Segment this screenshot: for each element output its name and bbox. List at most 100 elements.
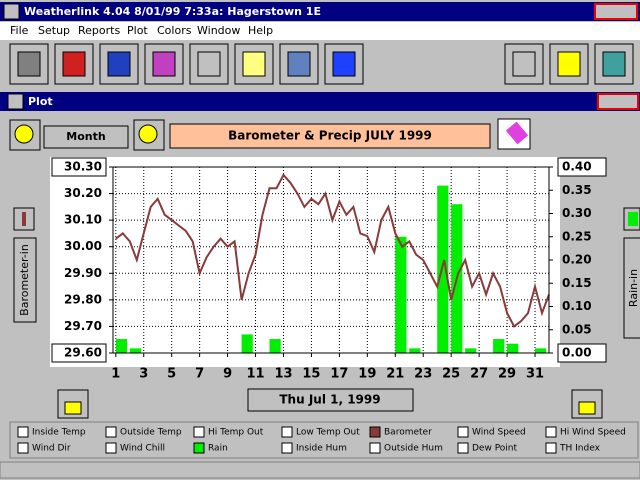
toolbar-icon [242,51,266,77]
legend-checkbox[interactable] [105,442,117,454]
window-buttons[interactable] [594,3,638,20]
legend-label[interactable]: Wind Speed [472,428,526,438]
y-tick-label: 29.80 [64,292,102,306]
legend-label[interactable]: Hi Wind Speed [560,428,626,438]
legend-label[interactable]: Outside Temp [120,428,182,438]
eraser-icon [505,121,529,145]
menu-item[interactable]: Setup [38,24,70,37]
y2-axis-title: Rain-in [627,269,640,307]
rain-bar [507,343,519,353]
x-tick-label: 27 [470,367,488,382]
menu-item[interactable]: File [10,24,29,37]
right-lock-icon [578,401,596,415]
legend-label[interactable]: Dew Point [472,444,518,454]
y2-color-swatch [628,212,638,226]
system-menu[interactable] [3,3,20,20]
legend-label[interactable]: Wind Chill [120,444,165,454]
y-tick-box [51,343,107,363]
legend-checkbox[interactable] [281,426,293,438]
date-button[interactable] [247,388,414,412]
x-tick-label: 1 [111,367,120,382]
y2-tick-box [557,157,607,177]
y2-tick-label: 0.30 [562,206,592,220]
menu-item[interactable]: Help [248,24,273,37]
legend-checkbox[interactable] [457,442,469,454]
y-tick-label: 29.90 [64,266,102,280]
y2-tick-label: 0.05 [562,322,592,336]
legend-checkbox[interactable] [369,442,381,454]
legend-label[interactable]: Inside Temp [32,428,86,438]
legend-checkbox[interactable] [369,426,381,438]
legend-label[interactable]: Barometer [384,428,432,438]
legend-checkbox[interactable] [545,442,557,454]
legend-checkbox[interactable] [193,426,205,438]
banner-text: Barometer & Precip JULY 1999 [228,129,432,143]
toolbar-icon [287,51,311,77]
rain-bar [465,348,477,353]
x-tick-label: 17 [330,367,348,382]
y-color-swatch [22,212,26,226]
y-tick-label: 29.60 [64,346,102,360]
legend-checkbox[interactable] [193,442,205,454]
y-axis-button[interactable] [13,237,37,323]
y-tick-label: 29.70 [64,319,102,333]
y2-tick-label: 0.15 [562,276,592,290]
x-tick-label: 5 [167,367,176,382]
x-tick-label: 31 [526,367,544,382]
legend-checkbox[interactable] [545,426,557,438]
x-tick-label: 13 [274,367,292,382]
plot-system-menu[interactable] [7,93,24,110]
legend-label[interactable]: Low Temp Out [296,428,360,438]
menu-item[interactable]: Colors [157,24,192,37]
legend-label[interactable]: TH Index [559,444,601,454]
menu-item[interactable]: Reports [78,24,120,37]
legend-checkbox[interactable] [457,426,469,438]
x-tick-label: 21 [386,367,404,382]
y2-axis-button[interactable] [623,237,640,339]
legend-checkbox[interactable] [17,426,29,438]
x-tick-label: 11 [246,367,264,382]
plot-title-bar [0,92,640,111]
rain-bar [535,348,547,353]
x-tick-label: 29 [498,367,516,382]
toolbar-icon [332,51,356,77]
x-tick-label: 25 [442,367,460,382]
legend-label[interactable]: Wind Dir [32,444,71,454]
y2-tick-box [557,343,607,363]
legend-label[interactable]: Hi Temp Out [208,428,264,438]
legend-label[interactable]: Rain [208,444,228,454]
legend-checkbox[interactable] [105,426,117,438]
y2-tick-label: 0.25 [562,229,592,243]
toolbar [0,41,640,89]
legend-label[interactable]: Outside Hum [384,444,443,454]
toolbar-icon [62,51,86,77]
legend-checkbox[interactable] [281,442,293,454]
rain-bar [437,185,449,353]
toolbar-icon [152,51,176,77]
scrollbar[interactable] [0,461,640,479]
toolbar-icon [197,51,221,77]
y-tick-box [51,157,107,177]
legend-label[interactable]: Inside Hum [296,444,347,454]
rain-bar [241,334,253,353]
y2-tick-label: 0.10 [562,299,592,313]
barometer-line [115,173,550,328]
plot-window-buttons[interactable] [597,93,639,110]
rain-bar [115,339,127,353]
period-button[interactable] [43,125,129,149]
menu-bar [0,22,640,40]
x-tick-label: 19 [358,367,376,382]
y2-tick-label: 0.40 [562,160,592,174]
toolbar-icon [557,51,581,77]
toolbar-icon [107,51,131,77]
toolbar-icon [512,51,536,77]
y-tick-label: 30.20 [64,186,102,200]
y2-tick-label: 0.20 [562,253,592,267]
menu-item[interactable]: Window [197,24,240,37]
window-title: Weatherlink 4.04 8/01/99 7:33a: Hagersto… [24,5,321,18]
toolbar-button[interactable] [504,43,544,85]
x-tick-label: 23 [414,367,432,382]
menu-item[interactable]: Plot [127,24,148,37]
legend-checkbox[interactable] [17,442,29,454]
